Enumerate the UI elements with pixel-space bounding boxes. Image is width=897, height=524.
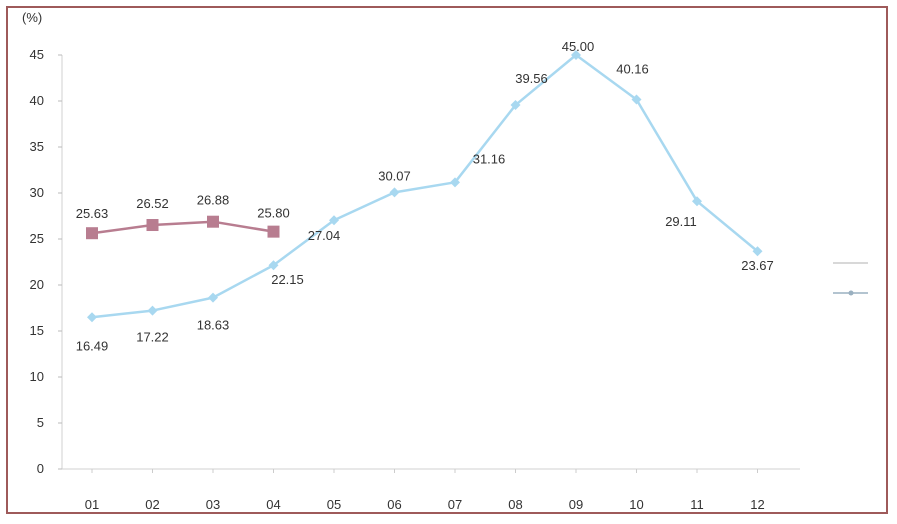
- x-tick-label: 05: [327, 497, 341, 512]
- data-point: [86, 227, 98, 240]
- series-line-2: [91, 220, 274, 235]
- y-tick-label: 5: [37, 415, 44, 430]
- data-label: 29.11: [665, 214, 697, 229]
- data-point: [389, 187, 400, 198]
- series-line-1: [91, 53, 759, 319]
- x-tick-label: 04: [266, 497, 280, 512]
- y-tick-label: 35: [30, 139, 44, 154]
- data-point: [450, 177, 460, 188]
- data-point: [631, 94, 642, 105]
- data-point: [146, 219, 159, 232]
- data-point: [267, 225, 280, 238]
- data-point: [268, 260, 279, 271]
- x-tick-label: 03: [206, 497, 220, 512]
- data-label: 22.15: [271, 272, 304, 287]
- data-point: [87, 312, 97, 323]
- y-unit-label: (%): [22, 10, 42, 25]
- data-label: 45.00: [562, 39, 595, 54]
- chart-frame: [6, 6, 888, 514]
- data-point: [207, 215, 219, 228]
- y-tick-label: 40: [30, 93, 44, 108]
- y-tick-label: 45: [30, 47, 44, 62]
- x-tick-label: 02: [145, 497, 159, 512]
- data-point: [147, 305, 158, 316]
- y-tick-label: 30: [30, 185, 44, 200]
- data-label: 26.52: [136, 196, 169, 211]
- data-label: 25.63: [76, 206, 109, 221]
- data-label: 18.63: [197, 318, 230, 333]
- y-tick-label: 0: [37, 461, 44, 476]
- data-label: 30.07: [378, 168, 411, 183]
- x-tick-label: 06: [387, 497, 401, 512]
- data-label: 31.16: [473, 151, 506, 166]
- data-point: [208, 292, 218, 303]
- legend-marker: [848, 290, 854, 296]
- x-tick-label: 10: [629, 497, 643, 512]
- x-tick-label: 01: [85, 497, 99, 512]
- x-tick-label: 08: [508, 497, 522, 512]
- data-label: 17.22: [136, 330, 169, 345]
- data-point: [329, 215, 339, 226]
- data-label: 40.16: [616, 62, 649, 77]
- data-label: 26.88: [197, 193, 230, 208]
- data-point: [571, 50, 581, 60]
- data-point: [510, 100, 521, 111]
- y-tick-label: 15: [30, 323, 44, 338]
- data-label: 27.04: [308, 228, 341, 243]
- x-tick-label: 12: [750, 497, 764, 512]
- data-label: 23.67: [741, 258, 774, 273]
- y-tick-label: 25: [30, 231, 44, 246]
- y-tick-label: 20: [30, 277, 44, 292]
- data-label: 25.80: [257, 206, 290, 221]
- data-point: [692, 196, 702, 207]
- x-tick-label: 07: [448, 497, 462, 512]
- data-label: 39.56: [515, 71, 548, 86]
- data-point: [752, 246, 763, 257]
- x-tick-label: 11: [690, 497, 704, 512]
- data-label: 16.49: [76, 338, 109, 353]
- y-tick-label: 10: [30, 369, 44, 384]
- x-tick-label: 09: [569, 497, 583, 512]
